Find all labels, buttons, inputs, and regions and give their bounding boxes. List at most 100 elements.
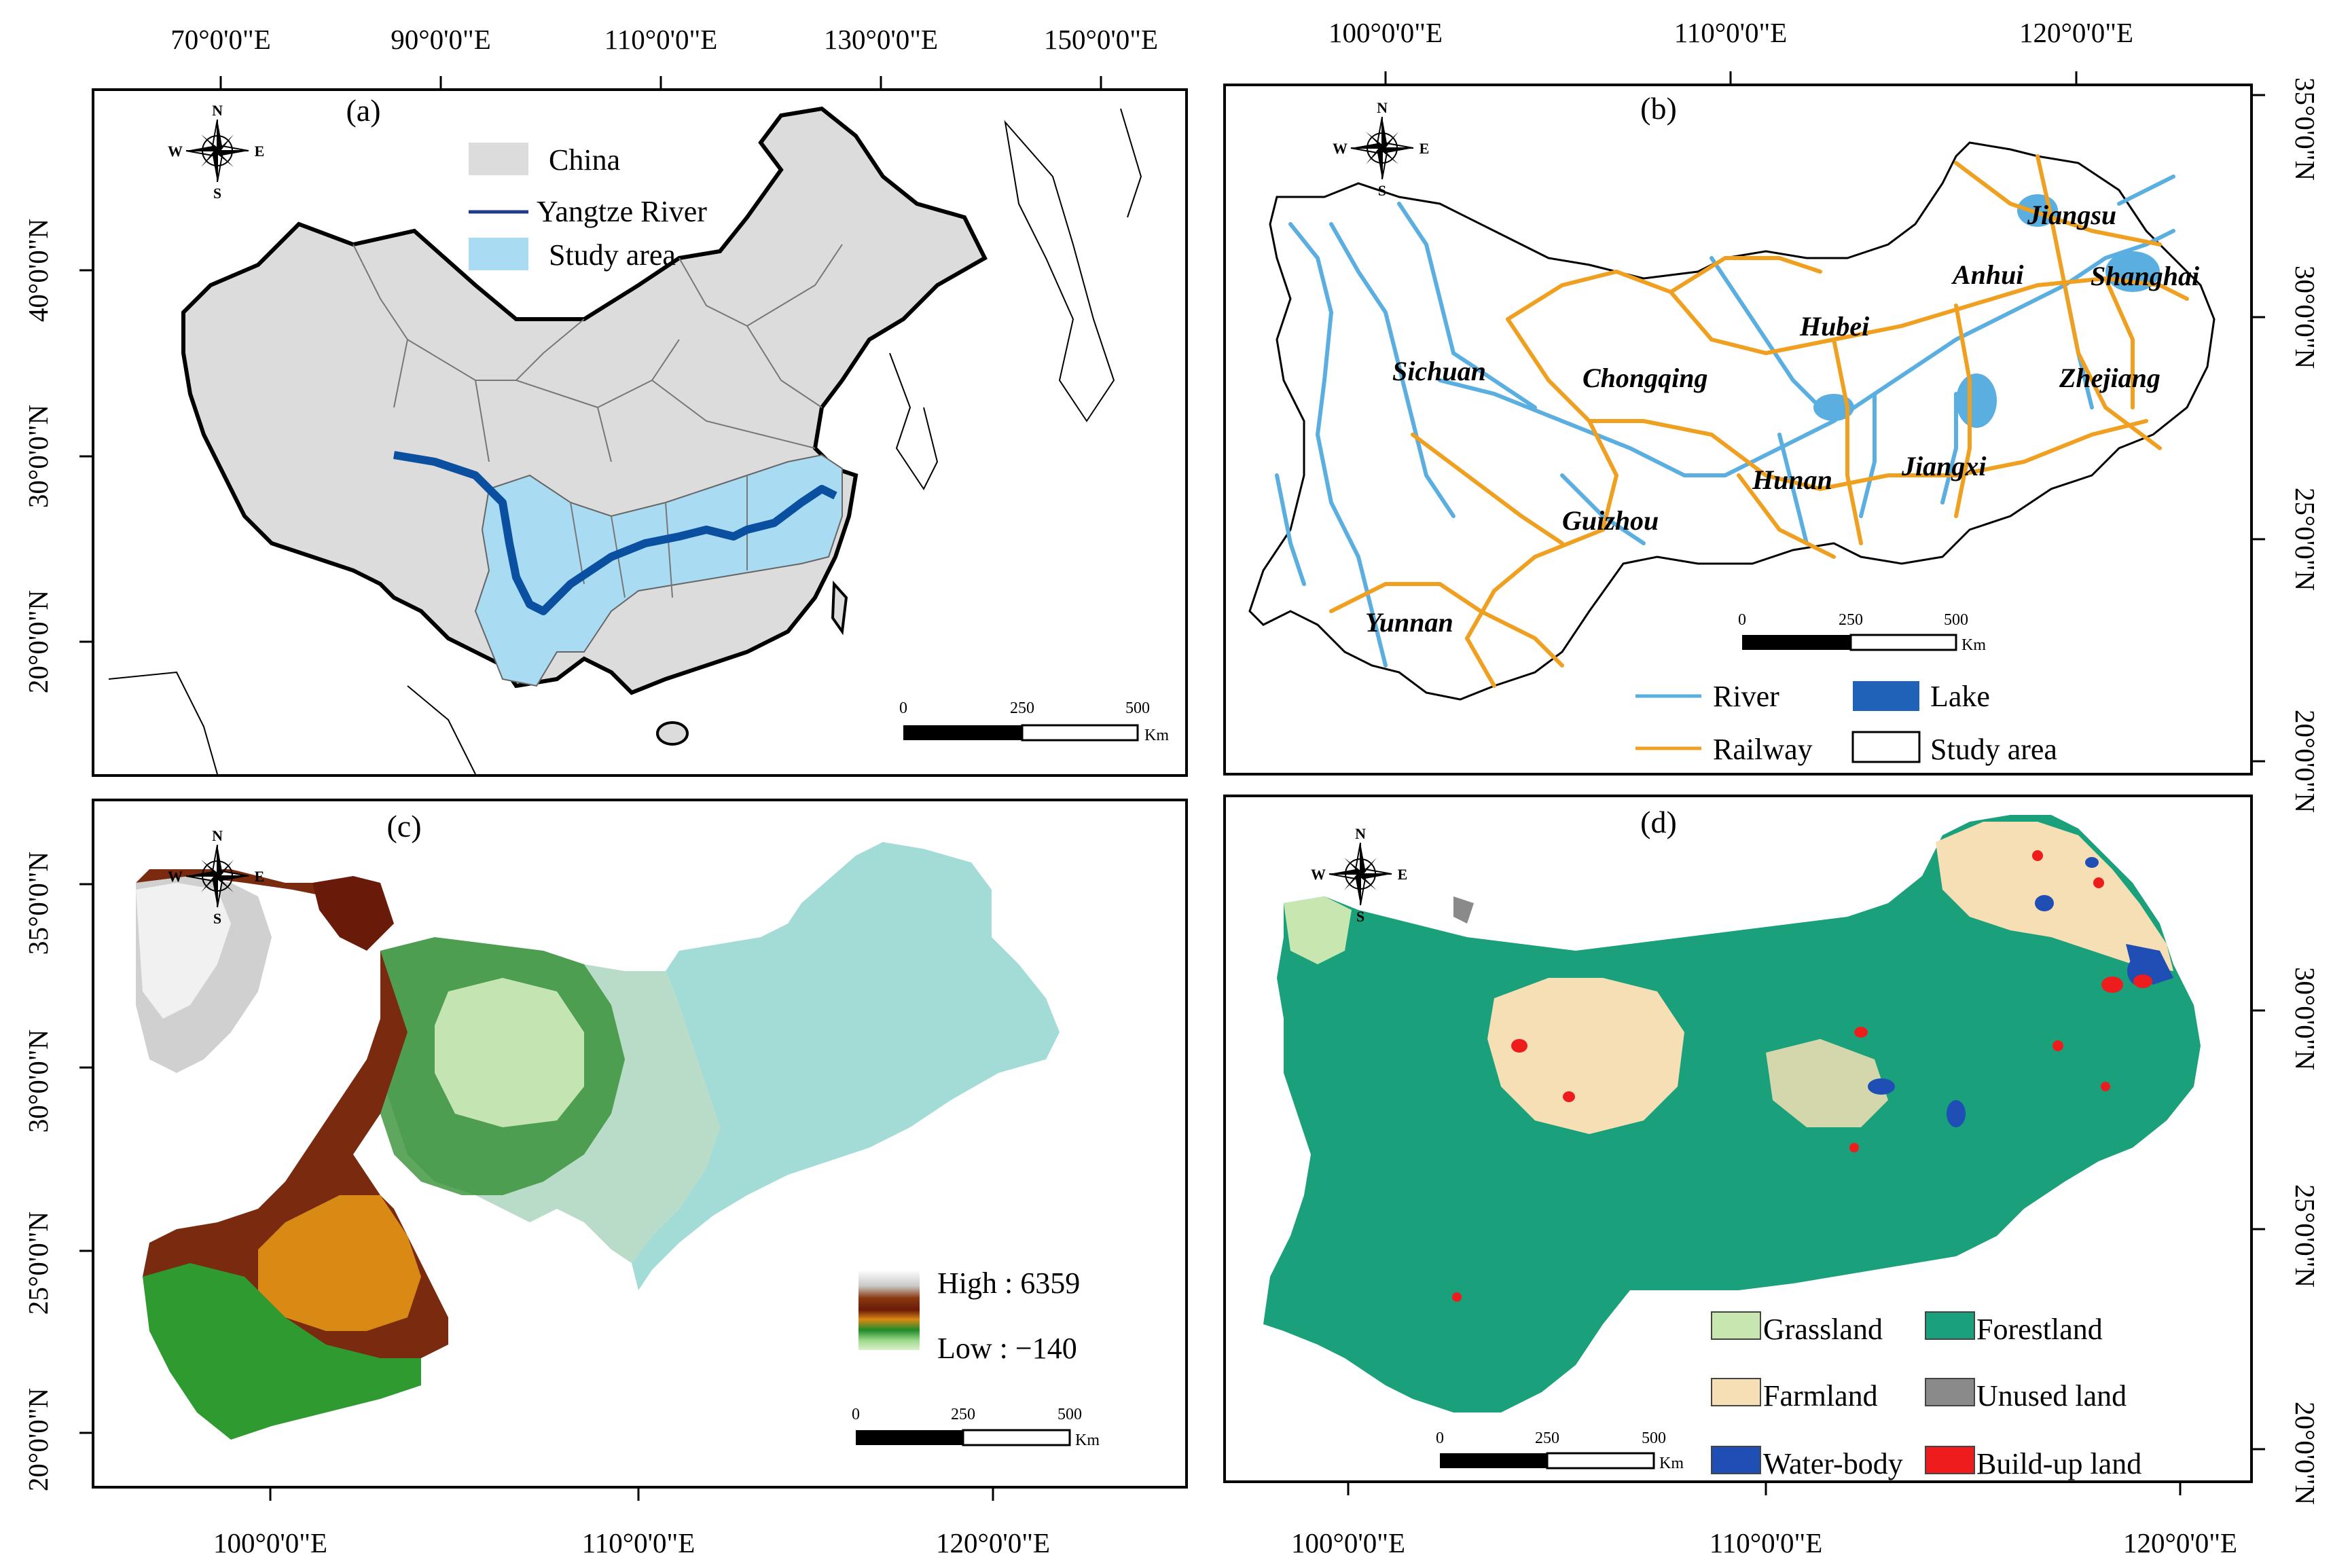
panel-d-label: (d): [1640, 805, 1677, 839]
province-chongqing: Chongqing: [1583, 363, 1708, 393]
legend-swatch-farmland: [1711, 1378, 1761, 1406]
svg-text:Km: Km: [1075, 1432, 1100, 1449]
tick-top-b-0: 100°0'0"E: [1328, 17, 1443, 48]
landuse-unused: [1453, 896, 1474, 924]
province-yunnan: Yunnan: [1365, 607, 1453, 638]
svg-text:N: N: [212, 102, 223, 119]
legend-lake: Lake: [1930, 680, 1990, 713]
panel-d: 30°0'0"N 25°0'0"N 20°0'0"N 100°0'0"E 110…: [1223, 795, 2321, 1558]
tick-top-a-0: 70°0'0"E: [170, 24, 271, 55]
svg-text:250: 250: [951, 1406, 975, 1423]
province-anhui: Anhui: [1951, 259, 2024, 290]
svg-text:S: S: [1378, 182, 1386, 199]
svg-text:500: 500: [1944, 611, 1968, 629]
tick-left-a-0: 40°0'0"N: [22, 219, 54, 322]
compass-icon: N S W E: [1311, 825, 1407, 925]
tick-bottom-c-1: 110°0'0"E: [582, 1527, 695, 1558]
legend-low: Low : −140: [937, 1332, 1077, 1365]
study-area-a: [474, 454, 843, 687]
korea-outline: [889, 352, 939, 490]
dem-east-lowland: [632, 842, 1060, 1290]
tick-right-d-1: 25°0'0"N: [2290, 1184, 2321, 1288]
tick-left-c-3: 20°0'0"N: [22, 1388, 54, 1491]
compass-icon: N S W E: [168, 102, 264, 202]
svg-text:0: 0: [852, 1406, 860, 1423]
legend-swatch-buildup: [1925, 1446, 1975, 1474]
tick-top-a-4: 150°0'0"E: [1044, 24, 1158, 55]
tick-right-b-3: 20°0'0"N: [2290, 710, 2321, 813]
legend-water: Water-body: [1763, 1447, 1903, 1480]
province-hubei: Hubei: [1799, 311, 1869, 342]
svg-text:W: W: [1311, 866, 1326, 883]
panel-c-label: (c): [386, 809, 421, 843]
landuse-farmland-sichuan: [1487, 978, 1684, 1134]
panel-b-label: (b): [1640, 91, 1677, 126]
svg-text:E: E: [1398, 866, 1408, 883]
svg-text:Km: Km: [1659, 1455, 1684, 1472]
svg-text:Km: Km: [1961, 636, 1986, 654]
province-hunan: Hunan: [1752, 464, 1832, 495]
legend-grassland: Grassland: [1763, 1313, 1883, 1346]
tick-left-a-2: 20°0'0"N: [22, 590, 54, 693]
legend-yangtze: Yangtze River: [537, 195, 707, 228]
tick-right-d-2: 20°0'0"N: [2290, 1402, 2321, 1505]
svg-text:Km: Km: [1144, 727, 1169, 744]
svg-text:W: W: [168, 868, 183, 885]
landuse-grassland: [1284, 896, 1352, 964]
tick-bottom-c-0: 100°0'0"E: [213, 1527, 327, 1558]
svg-text:0: 0: [1738, 611, 1746, 629]
tick-left-c-0: 35°0'0"N: [22, 852, 54, 955]
landuse-forestland: [1263, 815, 2201, 1412]
tick-left-c-1: 30°0'0"N: [22, 1029, 54, 1133]
province-jiangsu: Jiangsu: [2027, 200, 2116, 230]
svg-text:500: 500: [1642, 1429, 1666, 1447]
svg-text:N: N: [212, 827, 223, 844]
province-guizhou: Guizhou: [1562, 505, 1659, 536]
svg-text:N: N: [1355, 825, 1366, 842]
legend-swatch-study: [469, 238, 528, 270]
scale-bar-b: 0 250 500 Km: [1738, 611, 1986, 654]
dem-plateau: [258, 1195, 421, 1331]
study-area-b: [1248, 141, 2216, 701]
dem-peaks: [136, 883, 231, 1019]
tick-top-a-3: 130°0'0"E: [824, 24, 938, 55]
svg-text:0: 0: [899, 699, 907, 717]
tick-right-b-0: 35°0'0"N: [2290, 77, 2321, 181]
scale-bar-c: 0 250 500 Km: [852, 1406, 1100, 1449]
compass-icon: N S W E: [168, 827, 264, 927]
province-boundaries: [352, 244, 843, 462]
svg-text:E: E: [1419, 140, 1430, 157]
province-sichuan: Sichuan: [1392, 356, 1486, 386]
dem-yunnan-south: [143, 1263, 421, 1440]
tick-left-c-2: 25°0'0"N: [22, 1211, 54, 1315]
island-outline: [1120, 108, 1142, 218]
svg-text:E: E: [255, 143, 265, 160]
panel-a-label: (a): [346, 93, 380, 128]
india-outline: [108, 671, 218, 775]
legend-railway: Railway: [1713, 733, 1813, 766]
svg-text:E: E: [255, 868, 265, 885]
tick-top-b-2: 120°0'0"E: [2019, 17, 2133, 48]
legend-buildup: Build-up land: [1976, 1447, 2141, 1480]
taiwan: [831, 581, 848, 636]
dem-sichuan-basin: [435, 978, 584, 1127]
legend-swatch-forestland: [1925, 1311, 1975, 1340]
svg-text:S: S: [1356, 908, 1364, 925]
svg-text:500: 500: [1057, 1406, 1082, 1423]
svg-text:S: S: [213, 185, 221, 202]
hainan: [656, 721, 689, 746]
svg-text:500: 500: [1125, 699, 1150, 717]
tick-top-a-2: 110°0'0"E: [604, 24, 718, 55]
yangtze-river: [393, 451, 837, 615]
legend-study: Study area: [549, 238, 676, 272]
svg-text:N: N: [1377, 99, 1388, 116]
panel-b: 100°0'0"E 110°0'0"E 120°0'0"E 35°0'0"N 3…: [1223, 17, 2321, 813]
lake-poyang: [1956, 373, 1997, 428]
railway-network: [1329, 154, 2189, 688]
svg-text:W: W: [168, 143, 183, 160]
dem-color-ramp: [858, 1270, 920, 1350]
tick-left-a-1: 30°0'0"N: [22, 405, 54, 508]
svg-text:W: W: [1333, 140, 1348, 157]
tick-right-d-0: 30°0'0"N: [2290, 967, 2321, 1070]
